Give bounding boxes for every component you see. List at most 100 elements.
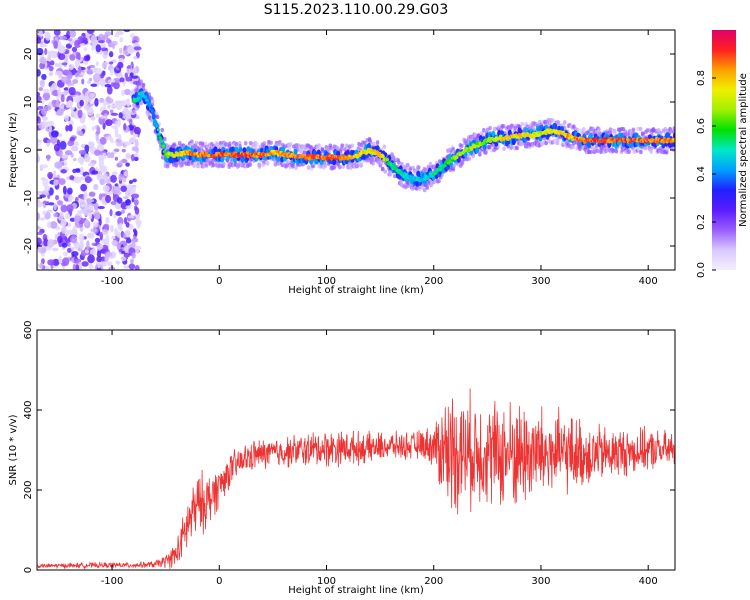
noise-speckle — [49, 60, 55, 66]
noise-speckle — [59, 140, 67, 150]
noise-speckle — [48, 125, 52, 133]
ridge-halo-dot — [320, 147, 325, 152]
ridge-halo-dot — [520, 121, 525, 127]
noise-speckle — [134, 265, 140, 270]
noise-speckle — [46, 221, 52, 229]
noise-speckle — [118, 173, 123, 182]
ridge-halo-dot — [428, 161, 433, 167]
noise-speckle — [118, 112, 123, 119]
noise-speckle — [117, 217, 124, 226]
noise-speckle — [111, 239, 118, 246]
noise-speckle — [106, 98, 114, 104]
ridge-halo-dot — [417, 165, 421, 170]
ridge-halo-dot — [350, 143, 354, 148]
ridge-core-dot — [137, 96, 141, 100]
ridge-halo-dot — [306, 165, 311, 170]
noise-speckle — [77, 199, 85, 203]
noise-speckle — [110, 137, 114, 144]
noise-speckle — [117, 61, 124, 69]
noise-speckle — [129, 72, 134, 77]
noise-speckle — [73, 157, 77, 162]
noise-speckle — [106, 85, 113, 95]
noise-speckle — [68, 124, 73, 132]
noise-speckle — [88, 191, 96, 197]
noise-speckle — [58, 178, 66, 185]
noise-speckle — [96, 255, 103, 263]
noise-speckle — [111, 125, 119, 129]
snr-y-tick-label: 0 — [23, 567, 34, 573]
noise-speckle — [123, 88, 131, 96]
ridge-halo-dot — [425, 185, 429, 190]
ridge-mid-dot — [234, 146, 239, 153]
noise-speckle — [130, 136, 136, 143]
noise-speckle — [97, 40, 105, 44]
ridge-halo-dot — [478, 152, 482, 157]
noise-speckle — [39, 217, 46, 221]
ridge-halo-dot — [408, 167, 412, 172]
noise-speckle — [87, 162, 95, 167]
noise-speckle — [110, 112, 119, 116]
ridge-halo-dot — [278, 141, 282, 147]
noise-speckle — [111, 235, 116, 240]
noise-speckle — [108, 51, 114, 58]
ridge-halo-dot — [492, 126, 497, 132]
noise-speckle — [57, 87, 62, 97]
ridge-mid-dot — [220, 156, 225, 163]
noise-speckle — [72, 263, 77, 270]
noise-speckle — [89, 141, 95, 148]
noise-speckle — [88, 77, 93, 82]
noise-speckle — [72, 225, 77, 235]
noise-speckle — [121, 148, 126, 153]
colorbar-label: Normalized spectral amplitude — [738, 73, 749, 227]
noise-speckle — [91, 45, 96, 51]
noise-speckle — [131, 240, 136, 249]
noise-speckle — [105, 194, 112, 204]
noise-speckle — [86, 209, 94, 213]
ridge-core-dot — [154, 121, 158, 125]
noise-speckle — [67, 242, 71, 248]
noise-speckle — [65, 124, 69, 132]
ridge-halo-dot — [400, 161, 404, 167]
noise-speckle — [37, 36, 42, 44]
ridge-halo-dot — [544, 140, 548, 146]
ridge-core-dot — [530, 135, 534, 139]
snr-y-tick-label: 600 — [23, 320, 34, 339]
noise-speckle — [125, 238, 132, 244]
noise-speckle — [93, 221, 99, 228]
noise-speckle — [51, 247, 59, 252]
noise-speckle — [37, 190, 44, 196]
snr-x-ticks: -100 0 100 200 300 400 — [101, 330, 658, 587]
noise-speckle — [67, 100, 73, 108]
ridge-mid-dot — [230, 146, 235, 153]
noise-speckle — [116, 141, 123, 147]
ridge-core-dot — [446, 161, 450, 165]
ridge-halo-dot — [627, 149, 631, 154]
colorbar-tick-label: 0.2 — [696, 214, 707, 230]
noise-speckle — [128, 263, 136, 270]
ridge-halo-dot — [488, 125, 492, 131]
ridge-mid-dot — [375, 145, 380, 152]
ridge-halo-dot — [132, 109, 137, 115]
noise-speckle — [55, 194, 60, 201]
noise-speckle — [52, 89, 60, 97]
noise-speckle — [119, 47, 123, 54]
ridge-mid-dot — [332, 158, 337, 166]
ridge-halo-dot — [234, 141, 239, 147]
noise-speckle — [69, 136, 76, 142]
snr-y-ticks: 0 200 400 600 — [23, 320, 675, 573]
snr-x-tick-label: -100 — [101, 576, 124, 587]
noise-speckle — [94, 237, 101, 243]
noise-speckle — [69, 175, 75, 181]
noise-speckle — [69, 54, 76, 61]
noise-speckle — [125, 98, 130, 104]
noise-speckle — [53, 179, 59, 186]
noise-speckle — [100, 261, 107, 267]
noise-speckle — [96, 126, 101, 135]
noise-speckle — [118, 222, 123, 230]
ridge-halo-dot — [406, 162, 410, 168]
ridge-core-dot — [179, 153, 184, 157]
noise-speckle — [71, 251, 79, 257]
ridge-halo-dot — [211, 162, 216, 168]
spectrogram-x-tick-label: -100 — [101, 276, 124, 287]
ridge-halo-dot — [611, 148, 616, 153]
